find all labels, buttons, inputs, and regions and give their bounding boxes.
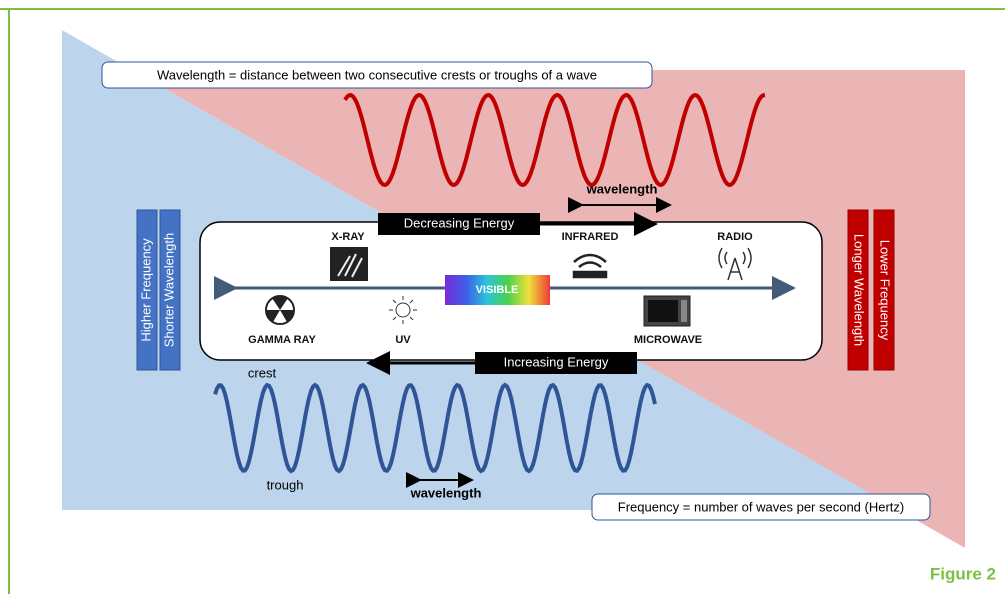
gamma-icon	[266, 295, 294, 324]
left-label: Shorter Wavelength	[161, 233, 176, 347]
trough-label: trough	[267, 477, 304, 492]
infrared-label: INFRARED	[562, 231, 619, 243]
microwave-label: MICROWAVE	[634, 334, 702, 346]
x-ray-icon	[330, 247, 368, 281]
radio-label: RADIO	[717, 231, 753, 243]
right-label: Lower Frequency	[878, 240, 893, 341]
visible-label: VISIBLE	[476, 284, 519, 296]
increasing-energy: Increasing Energy	[504, 354, 609, 369]
top-note: Wavelength = distance between two consec…	[157, 67, 597, 82]
bottom-note: Frequency = number of waves per second (…	[618, 499, 905, 514]
decreasing-energy: Decreasing Energy	[404, 215, 515, 230]
microwave-icon	[644, 296, 690, 326]
gamma-ray-label: GAMMA RAY	[248, 334, 316, 346]
x-ray-label: X-RAY	[331, 231, 365, 243]
top-wavelength-label: wavelength	[586, 181, 658, 196]
figure-label: Figure 2	[930, 564, 996, 583]
left-label: Higher Frequency	[138, 238, 153, 342]
figure: Wavelength = distance between two consec…	[0, 0, 1005, 594]
uv-label: UV	[395, 334, 411, 346]
bottom-wavelength-label: wavelength	[410, 485, 482, 500]
crest-label: crest	[248, 365, 277, 380]
right-label: Longer Wavelength	[852, 234, 867, 346]
